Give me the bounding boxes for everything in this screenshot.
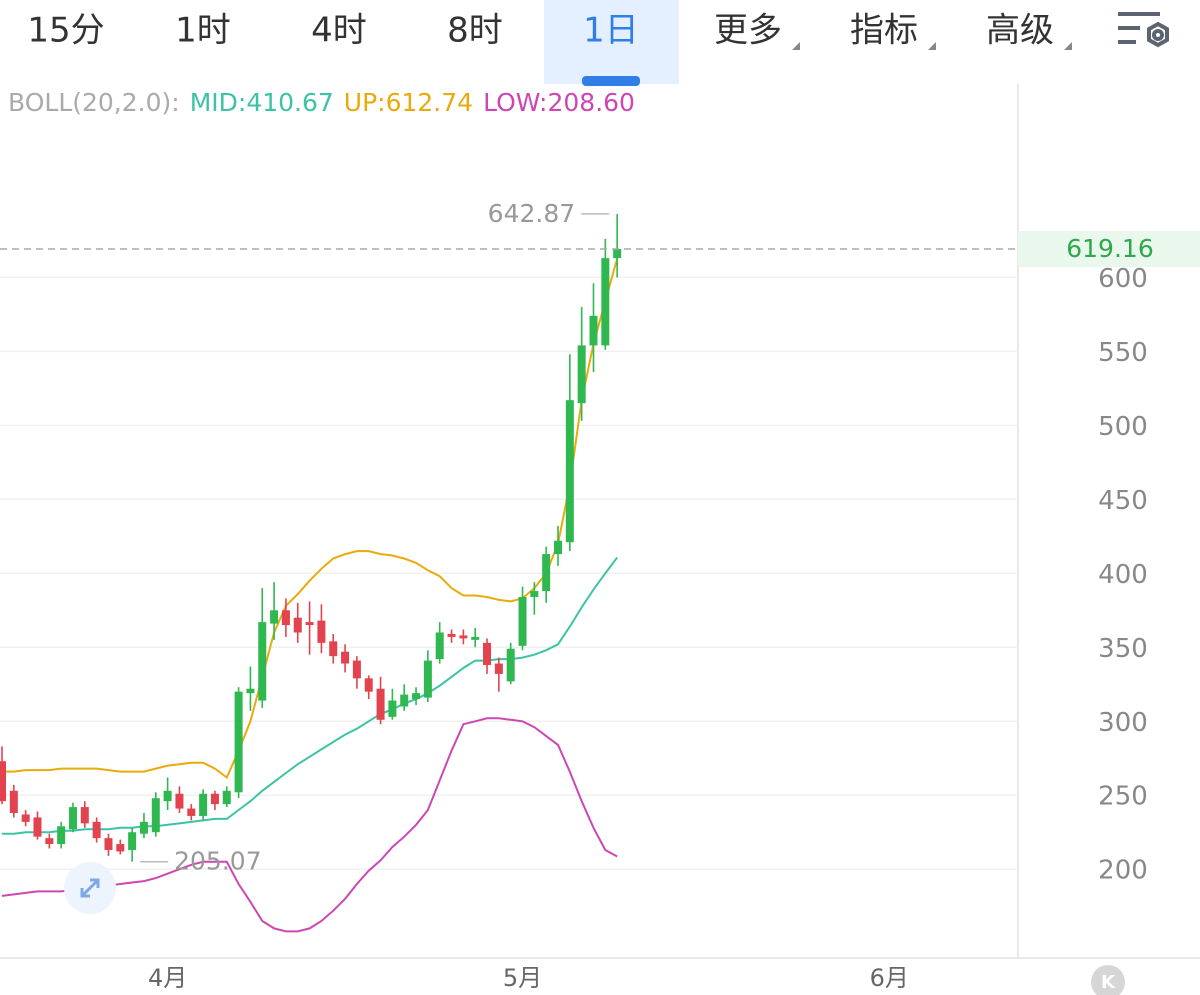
- y-tick-label: 350: [1098, 634, 1148, 664]
- candle-body: [305, 622, 314, 626]
- candle-body: [21, 814, 30, 822]
- candle-body: [199, 793, 208, 816]
- y-tick-label: 200: [1098, 856, 1148, 886]
- candle-body: [364, 678, 373, 692]
- indicator-label: BOLL(20,2.0):: [8, 88, 180, 117]
- candle-body: [293, 617, 302, 633]
- tab-label[interactable]: 高级: [986, 11, 1054, 51]
- active-tab-indicator: [582, 76, 640, 86]
- candle-body: [423, 660, 432, 698]
- candle-body: [151, 798, 160, 833]
- candle-body: [116, 844, 125, 852]
- icon-dot: [1152, 29, 1164, 41]
- legend-entry: UP:612.74: [344, 88, 473, 117]
- y-tick-label: 450: [1098, 486, 1148, 516]
- candle-body: [45, 838, 54, 845]
- plot: 200 250 300 350 400 450 500 550 600 4月 5月 6月 BOLL(20…: [0, 88, 1200, 992]
- high-label: 642.87: [488, 199, 575, 228]
- candle-body: [412, 693, 421, 700]
- candle-body: [376, 688, 385, 720]
- candle-body: [234, 691, 243, 793]
- candle-body: [352, 660, 361, 679]
- legend-entry: MID:410.67: [190, 88, 334, 117]
- dropdown-caret: [1064, 42, 1072, 50]
- tab-label[interactable]: 更多: [714, 11, 782, 51]
- candle-body: [613, 249, 622, 259]
- low-label: 205.07: [174, 847, 261, 876]
- candle-body: [317, 620, 326, 643]
- candle-body: [601, 258, 610, 346]
- candle-body: [518, 596, 527, 646]
- y-tick-label: 500: [1098, 412, 1148, 442]
- tab-label[interactable]: 4时: [311, 11, 367, 51]
- candle-body: [435, 632, 444, 660]
- candle-body: [554, 540, 563, 555]
- dropdown-caret: [792, 42, 800, 50]
- candle-body: [329, 641, 338, 657]
- candle-body: [92, 821, 101, 839]
- toolbar: 15分 1时 4时 8时 1日 更多 指标 高级: [27, 0, 1072, 86]
- candle-body: [175, 793, 184, 809]
- x-tick-label: 6月: [870, 964, 909, 992]
- candle-body: [483, 642, 492, 666]
- candle-body: [506, 648, 515, 682]
- candle-body: [222, 790, 231, 805]
- candle-body: [494, 663, 503, 674]
- dropdown-caret: [928, 42, 936, 50]
- x-tick-label: 5月: [503, 964, 542, 992]
- candle-body: [246, 688, 255, 694]
- candle-body: [459, 635, 468, 639]
- candle-body: [210, 793, 219, 805]
- candle-body: [187, 808, 196, 816]
- candle-body: [471, 636, 480, 640]
- candle-body: [565, 400, 574, 543]
- last-price-tag: [1018, 231, 1200, 268]
- candle-body: [341, 651, 350, 664]
- tab-label[interactable]: 1日: [583, 11, 639, 51]
- candle-body: [9, 790, 18, 813]
- active-tab-bg: [544, 0, 679, 84]
- candle-body: [270, 610, 279, 624]
- settings-icon[interactable]: [1118, 12, 1169, 48]
- candle-body: [400, 694, 409, 707]
- candle-body: [281, 610, 290, 626]
- candle-body: [80, 807, 89, 824]
- icon-hex: [1147, 21, 1169, 48]
- x-tick-label: 4月: [148, 964, 187, 992]
- candle-body: [33, 817, 42, 837]
- legend-entry: LOW:208.60: [483, 88, 635, 117]
- candle-body: [139, 821, 148, 834]
- logo: K: [1091, 965, 1125, 995]
- candle-body: [0, 761, 6, 802]
- expand-button[interactable]: [64, 862, 116, 914]
- last-price-label: 619.16: [1066, 234, 1153, 263]
- boll-line: [2, 258, 619, 780]
- candle-body: [542, 554, 551, 592]
- y-tick-label: 550: [1098, 338, 1148, 368]
- candle-body: [128, 832, 137, 850]
- candle-body: [577, 345, 586, 404]
- tab-label[interactable]: 15分: [27, 11, 104, 51]
- tab-label[interactable]: 1时: [175, 11, 231, 51]
- y-tick-label: 300: [1098, 708, 1148, 738]
- candle-body: [388, 700, 397, 717]
- candle-body: [57, 826, 66, 845]
- candle-body: [104, 838, 113, 850]
- logo-bg: [1091, 965, 1125, 995]
- candle-body: [163, 790, 172, 802]
- candle-body: [68, 807, 77, 830]
- y-tick-label: 600: [1098, 264, 1148, 294]
- expand-arrow: [80, 878, 100, 898]
- tab-label[interactable]: 指标: [850, 11, 918, 51]
- tab-label[interactable]: 8时: [447, 11, 503, 51]
- candle-body: [589, 315, 598, 346]
- y-tick-label: 400: [1098, 560, 1148, 590]
- y-tick-label: 250: [1098, 782, 1148, 812]
- candle-body: [258, 622, 267, 701]
- candle-body: [447, 633, 456, 637]
- logo-text: K: [1101, 972, 1116, 993]
- candle-body: [530, 591, 539, 597]
